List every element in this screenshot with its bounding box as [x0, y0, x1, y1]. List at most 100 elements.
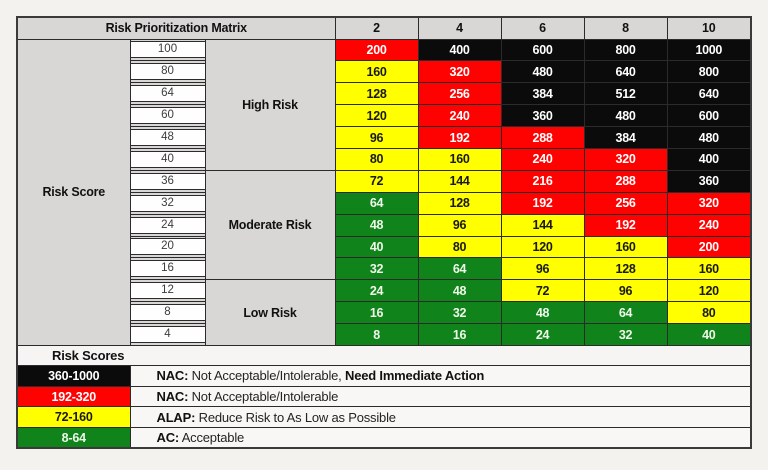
legend-range: 72-160: [16, 406, 131, 429]
matrix-row: 40 80 160 240 320 400: [17, 147, 752, 171]
matrix-cell: 96: [500, 257, 585, 281]
legend-row: 72-160 ALAP: Reduce Risk to As Low as Pos…: [16, 406, 752, 429]
legend-title-row: Risk Scores: [16, 344, 752, 366]
matrix-row: 16 32 64 96 128 160: [17, 257, 752, 281]
matrix-cell: 72: [334, 169, 419, 193]
matrix-cell: 600: [500, 38, 585, 62]
row-score: 60: [131, 107, 204, 125]
matrix-cell: 360: [500, 104, 585, 128]
matrix-cell: 512: [583, 82, 668, 106]
matrix-cell: 384: [500, 82, 585, 106]
row-score-cell: 20: [129, 235, 206, 259]
matrix-cell: 640: [583, 60, 668, 84]
matrix-cell: 600: [666, 104, 752, 128]
matrix-cell: 800: [666, 60, 752, 84]
matrix-title: Risk Prioritization Matrix: [16, 16, 336, 40]
legend-range: 8-64: [16, 427, 131, 449]
matrix-row: Risk Score 100 High Risk 200 400 600 800 1000: [16, 38, 752, 346]
matrix-cell: 192: [500, 191, 585, 215]
row-score-cell: 12: [129, 279, 206, 303]
matrix-cell: 288: [500, 126, 585, 149]
matrix-cell: 96: [334, 126, 419, 149]
matrix-cell: 32: [583, 323, 668, 346]
matrix-row: 60 120 240 360 480 600: [17, 104, 752, 128]
legend-description: AC: Acceptable: [129, 427, 752, 449]
matrix-cell: 120: [334, 104, 419, 128]
matrix-cell: 128: [583, 257, 668, 281]
matrix-cell: 80: [666, 301, 752, 325]
probability-col-header: 8: [583, 16, 668, 40]
risk-group-moderate-risk: Moderate Risk: [204, 169, 336, 281]
matrix-cell: 40: [334, 235, 419, 259]
row-score: 64: [131, 85, 204, 103]
matrix-row: 12 Low Risk 24 48 72 96 120: [17, 279, 752, 346]
matrix-cell: 288: [583, 169, 668, 193]
matrix-cell: 128: [417, 191, 502, 215]
matrix-cell: 80: [334, 147, 419, 171]
matrix-cell: 400: [417, 38, 502, 62]
row-score: 16: [131, 260, 204, 278]
matrix-cell: 192: [583, 213, 668, 237]
matrix-cell: 48: [500, 301, 585, 325]
matrix-header-row: Risk Prioritization Matrix 2 4 6 8 10: [16, 16, 752, 40]
matrix-cell: 80: [417, 235, 502, 259]
risk-score-axis-label: Risk Score: [16, 38, 131, 346]
matrix-row: 36 Moderate Risk 72 144 216 288 360: [17, 169, 752, 281]
matrix-cell: 64: [417, 257, 502, 281]
row-score-cell: 40: [129, 147, 206, 171]
matrix-cell: 320: [583, 147, 668, 171]
matrix-cell: 240: [417, 104, 502, 128]
row-score-cell: 8: [129, 301, 206, 325]
matrix-row: 24 48 96 144 192 240: [17, 213, 752, 237]
matrix-cell: 48: [417, 279, 502, 303]
row-score-cell: 64: [129, 82, 206, 106]
legend-row: 360-1000 NAC: Not Acceptable/Intolerable,…: [16, 364, 752, 387]
matrix-cell: 240: [666, 213, 752, 237]
probability-col-header: 2: [334, 16, 419, 40]
matrix-cell: 120: [500, 235, 585, 259]
row-score-cell: 24: [129, 213, 206, 237]
probability-col-header: 6: [500, 16, 585, 40]
legend-description: NAC: Not Acceptable/Intolerable: [129, 385, 752, 408]
row-score-cell: 100: [129, 38, 206, 62]
risk-group-low-risk: Low Risk: [204, 279, 336, 346]
row-score: 100: [131, 41, 204, 59]
row-score-cell: 80: [129, 60, 206, 84]
matrix-cell: 32: [334, 257, 419, 281]
row-score: 20: [131, 238, 204, 256]
matrix-cell: 120: [666, 279, 752, 303]
row-score: 8: [131, 304, 204, 322]
legend-range: 192-320: [16, 385, 131, 408]
probability-col-header: 4: [417, 16, 502, 40]
matrix-cell: 144: [500, 213, 585, 237]
matrix-cell: 480: [500, 60, 585, 84]
row-score-cell: 36: [129, 169, 206, 193]
matrix-cell: 8: [334, 323, 419, 346]
matrix-cell: 144: [417, 169, 502, 193]
row-score-cell: 32: [129, 191, 206, 215]
row-score: 36: [131, 172, 204, 190]
matrix-cell: 64: [334, 191, 419, 215]
legend-range: 360-1000: [16, 364, 131, 387]
matrix-row: 32 64 128 192 256 320: [17, 191, 752, 215]
matrix-row: 20 40 80 120 160 200: [17, 235, 752, 259]
matrix-cell: 16: [417, 323, 502, 346]
matrix-cell: 400: [666, 147, 752, 171]
matrix-cell: 320: [666, 191, 752, 215]
matrix-row: 64 128 256 384 512 640: [17, 82, 752, 106]
matrix-cell: 256: [417, 82, 502, 106]
row-score: 32: [131, 194, 204, 212]
matrix-cell: 480: [666, 126, 752, 149]
matrix-cell: 96: [417, 213, 502, 237]
legend-description: NAC: Not Acceptable/Intolerable, Need Im…: [129, 364, 752, 387]
probability-col-header: 10: [666, 16, 752, 40]
row-score: 12: [131, 282, 204, 300]
matrix-cell: 160: [417, 147, 502, 171]
matrix-cell: 1000: [666, 38, 752, 62]
legend-description: ALAP: Reduce Risk to As Low as Possible: [129, 406, 752, 429]
matrix-cell: 320: [417, 60, 502, 84]
matrix-cell: 160: [666, 257, 752, 281]
matrix-cell: 216: [500, 169, 585, 193]
row-score-cell: 4: [129, 323, 206, 346]
matrix-cell: 40: [666, 323, 752, 346]
